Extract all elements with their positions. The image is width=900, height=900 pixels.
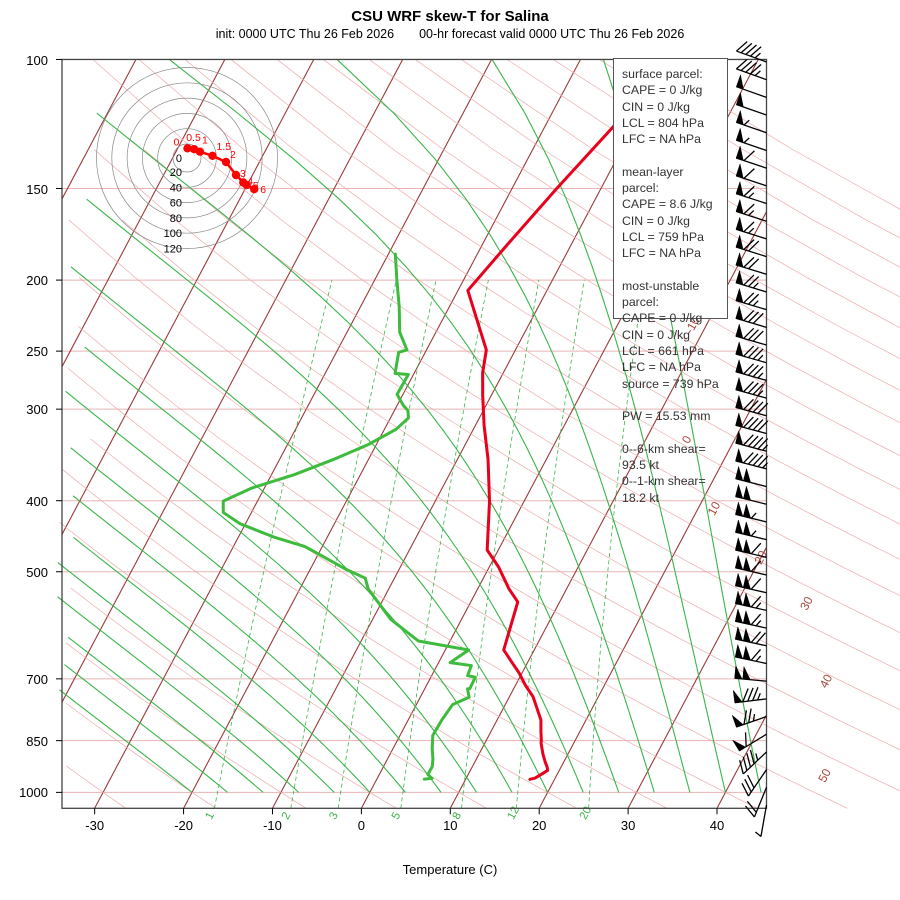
svg-text:0: 0 [176, 153, 182, 165]
svg-text:20: 20 [578, 805, 595, 822]
svg-text:1: 1 [203, 810, 217, 821]
svg-text:30: 30 [797, 594, 816, 613]
svg-text:3: 3 [327, 810, 341, 821]
svg-text:6: 6 [260, 184, 266, 196]
svg-text:40: 40 [817, 672, 836, 691]
svg-text:40: 40 [170, 182, 182, 194]
svg-text:1: 1 [202, 135, 208, 147]
svg-text:50: 50 [815, 766, 834, 785]
svg-text:5: 5 [253, 180, 259, 192]
svg-text:12: 12 [505, 805, 522, 822]
svg-text:2: 2 [230, 149, 236, 161]
svg-text:80: 80 [170, 213, 182, 225]
svg-text:5: 5 [390, 810, 404, 821]
svg-text:3: 3 [240, 168, 246, 180]
svg-text:120: 120 [164, 244, 182, 256]
svg-text:20: 20 [170, 167, 182, 179]
svg-text:60: 60 [170, 198, 182, 210]
svg-text:0.5: 0.5 [186, 132, 201, 144]
svg-text:0: 0 [174, 136, 180, 148]
svg-text:100: 100 [164, 228, 182, 240]
